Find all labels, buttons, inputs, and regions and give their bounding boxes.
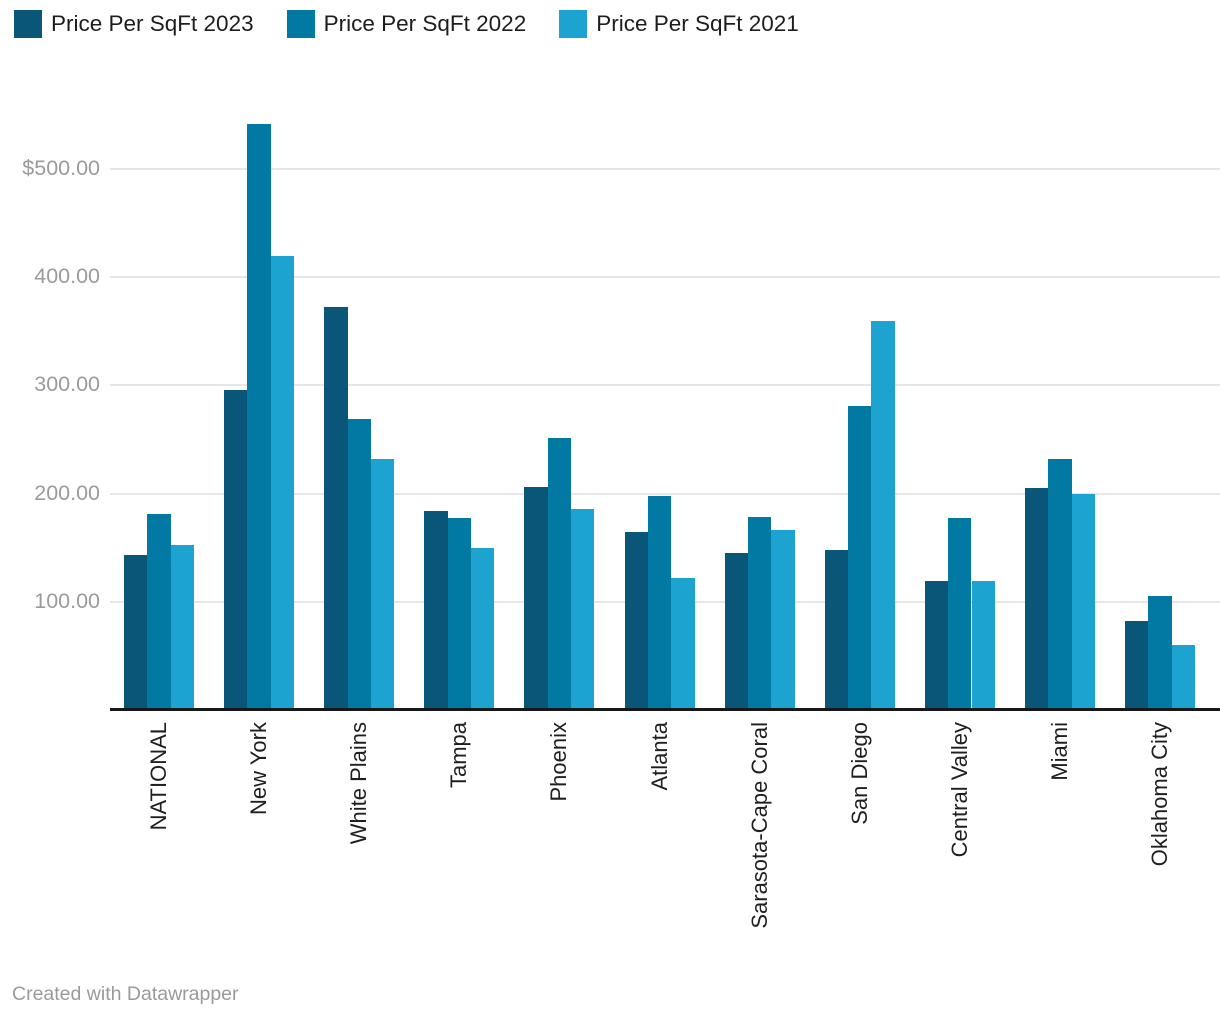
x-tick-wrap: Central Valley xyxy=(910,722,1010,962)
x-tick-label: White Plains xyxy=(346,722,372,845)
legend-swatch-2022-icon xyxy=(286,10,315,38)
legend-label-2022: Price Per SqFt 2022 xyxy=(323,11,527,36)
bar-2023-central-valley xyxy=(924,581,949,710)
x-axis-line xyxy=(110,708,1220,711)
x-tick-wrap: San Diego xyxy=(810,722,910,962)
legend-item-2022: Price Per SqFt 2022 xyxy=(286,10,527,38)
x-tick-wrap: Phoenix xyxy=(509,722,609,962)
bar-2023-sarasota-cape-coral xyxy=(724,553,748,710)
x-tick-label: Tampa xyxy=(446,722,472,789)
bar-2022-tampa xyxy=(447,518,471,710)
bar-2021-atlanta xyxy=(671,577,695,710)
x-tick-label: Oklahoma City xyxy=(1147,722,1173,867)
bar-2021-phoenix xyxy=(571,508,595,710)
gridline-400 xyxy=(110,276,1220,278)
legend-label-2023: Price Per SqFt 2023 xyxy=(51,11,254,36)
bar-2023-san-diego xyxy=(824,549,849,710)
x-tick-wrap: Atlanta xyxy=(610,722,710,962)
x-tick-wrap: Tampa xyxy=(409,722,509,962)
datawrapper-credit: Created with Datawrapper xyxy=(12,983,239,1005)
x-tick-label: Phoenix xyxy=(546,722,572,802)
bar-2021-new-york xyxy=(270,256,295,710)
x-tick-wrap: NATIONAL xyxy=(109,722,209,962)
x-tick-wrap: Oklahoma City xyxy=(1110,722,1210,962)
x-tick-wrap: White Plains xyxy=(309,722,409,962)
legend-label-2021: Price Per SqFt 2021 xyxy=(596,11,799,36)
bar-2021-central-valley xyxy=(971,581,995,710)
x-tick-label: New York xyxy=(246,722,272,815)
bar-2021-white-plains xyxy=(370,458,395,710)
bar-2021-tampa xyxy=(471,547,495,710)
x-tick-label: Central Valley xyxy=(946,722,972,858)
x-tick-label: Atlanta xyxy=(646,722,672,791)
bar-2021-san-diego xyxy=(871,321,895,710)
bar-2022-atlanta xyxy=(647,495,672,710)
y-tick-label: 100.00 xyxy=(34,588,100,613)
bar-2023-oklahoma-city xyxy=(1125,621,1149,710)
bar-2023-atlanta xyxy=(624,532,648,710)
bar-2023-white-plains xyxy=(324,307,348,710)
legend: Price Per SqFt 2023 Price Per SqFt 2022 … xyxy=(14,10,799,38)
bar-2023-national xyxy=(124,555,148,710)
bar-2023-phoenix xyxy=(524,487,548,710)
bar-2022-san-diego xyxy=(848,405,872,710)
bar-2023-miami xyxy=(1024,488,1049,710)
legend-swatch-2023-icon xyxy=(14,10,42,38)
y-tick-label: 400.00 xyxy=(34,264,100,288)
bar-2022-white-plains xyxy=(347,418,371,710)
bar-2022-national xyxy=(147,514,171,710)
x-tick-wrap: Sarasota-Cape Coral xyxy=(710,722,810,962)
y-tick-label: 200.00 xyxy=(34,480,100,505)
x-tick-wrap: New York xyxy=(209,722,309,962)
gridline-200 xyxy=(110,492,1220,495)
bar-2021-national xyxy=(170,545,195,710)
legend-swatch-2021-icon xyxy=(559,10,588,38)
x-tick-label: San Diego xyxy=(846,722,872,825)
y-tick-label: 300.00 xyxy=(34,372,100,397)
bar-2022-phoenix xyxy=(547,438,572,710)
x-tick-label: Sarasota-Cape Coral xyxy=(746,722,772,929)
bar-2022-miami xyxy=(1048,458,1072,710)
bar-2022-sarasota-cape-coral xyxy=(747,517,772,710)
bar-2022-central-valley xyxy=(948,518,972,710)
bar-2022-new-york xyxy=(247,124,271,710)
gridline-500 xyxy=(110,167,1220,170)
gridline-300 xyxy=(110,384,1220,387)
x-tick-wrap: Miami xyxy=(1010,722,1110,962)
bar-2021-sarasota-cape-coral xyxy=(771,530,795,710)
x-tick-label: Miami xyxy=(1046,722,1072,781)
bar-2021-oklahoma-city xyxy=(1171,645,1196,710)
legend-item-2021: Price Per SqFt 2021 xyxy=(559,10,799,38)
x-tick-label: NATIONAL xyxy=(146,722,172,831)
bar-2023-tampa xyxy=(424,510,448,710)
y-tick-label: $500.00 xyxy=(22,155,100,180)
legend-item-2023: Price Per SqFt 2023 xyxy=(14,10,254,38)
bar-2021-miami xyxy=(1071,493,1095,710)
bar-2022-oklahoma-city xyxy=(1148,596,1172,710)
bar-2023-new-york xyxy=(224,389,248,710)
